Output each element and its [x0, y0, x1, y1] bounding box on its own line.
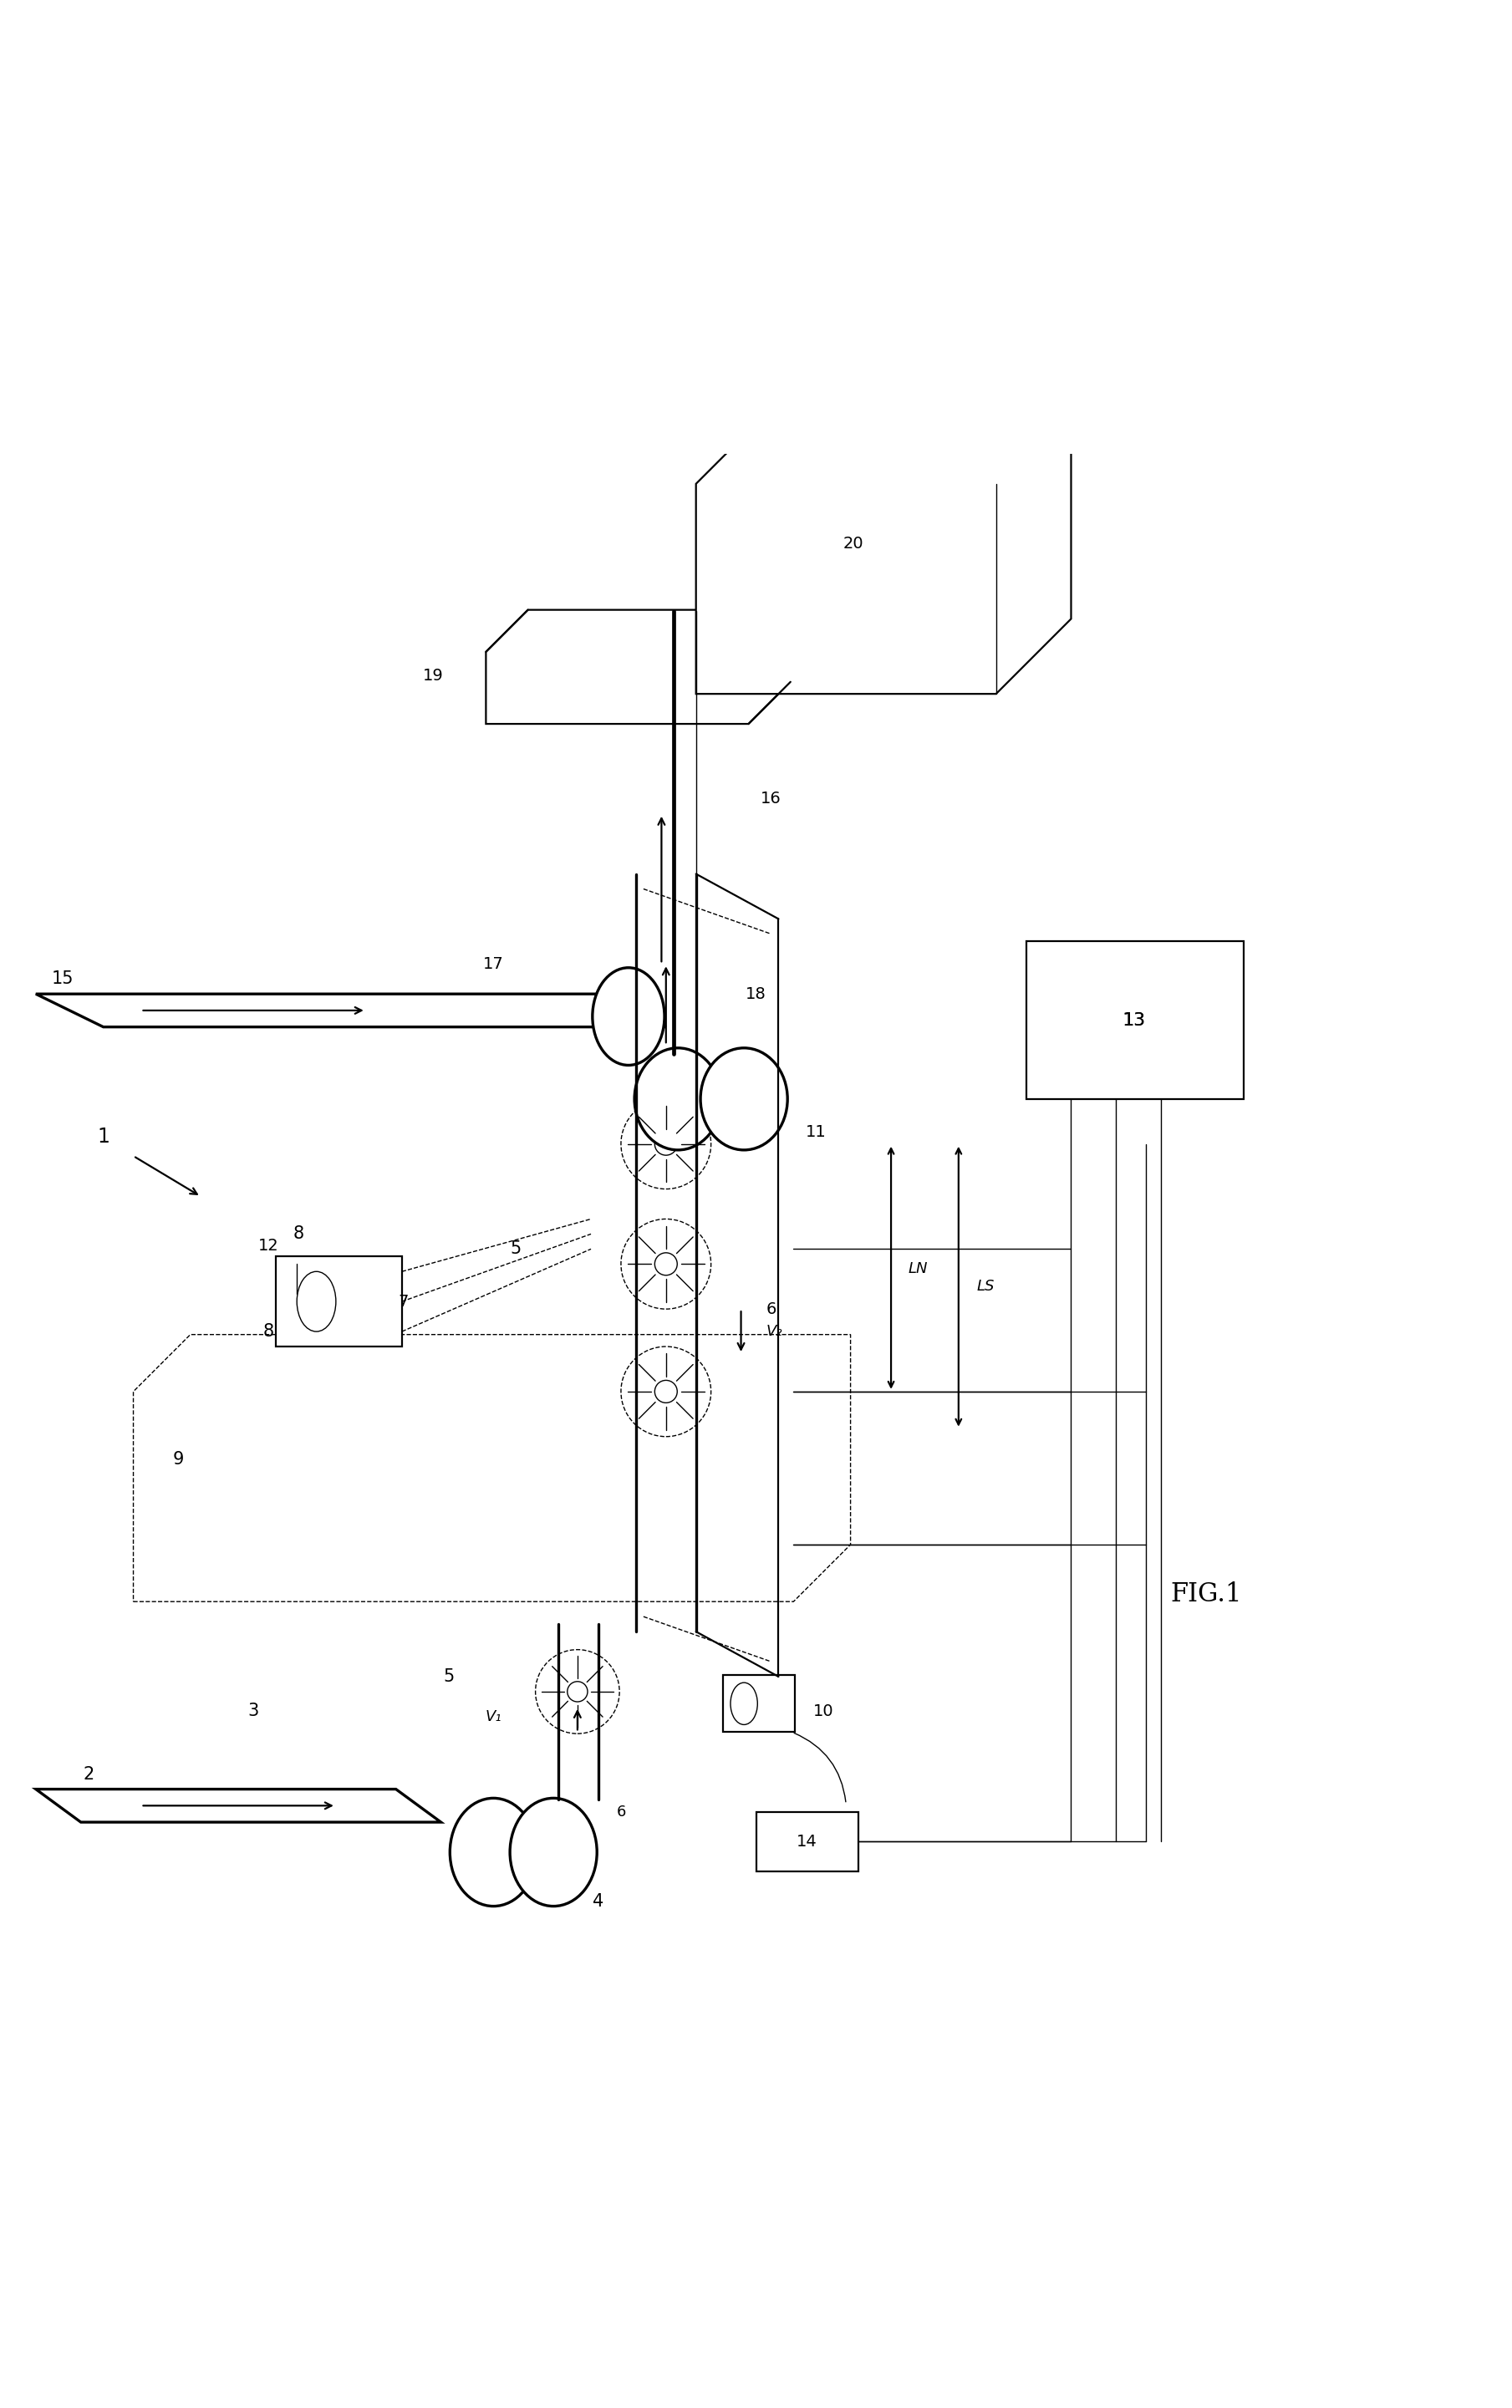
- Ellipse shape: [655, 1252, 677, 1276]
- Bar: [723, 1676, 795, 1731]
- Text: 13: 13: [1122, 1014, 1146, 1028]
- Text: 14: 14: [797, 1835, 818, 1849]
- Text: 6: 6: [767, 1300, 776, 1317]
- Text: 5: 5: [511, 1240, 522, 1257]
- Text: LS: LS: [977, 1279, 995, 1293]
- Text: 6: 6: [617, 1804, 626, 1818]
- Text: 1: 1: [97, 1127, 109, 1146]
- Text: 5: 5: [443, 1669, 454, 1686]
- Ellipse shape: [296, 1271, 336, 1332]
- Polygon shape: [36, 995, 665, 1026]
- Ellipse shape: [451, 1799, 537, 1907]
- Text: 8: 8: [293, 1226, 304, 1243]
- Text: 15: 15: [51, 970, 74, 987]
- Ellipse shape: [655, 1132, 677, 1156]
- Ellipse shape: [510, 1799, 597, 1907]
- Text: 11: 11: [806, 1125, 827, 1139]
- Ellipse shape: [535, 1649, 620, 1734]
- Text: 4: 4: [593, 1893, 603, 1910]
- Text: 20: 20: [844, 537, 863, 551]
- Ellipse shape: [700, 1047, 788, 1151]
- Ellipse shape: [635, 1047, 721, 1151]
- Polygon shape: [133, 1334, 851, 1601]
- Text: V₂: V₂: [765, 1324, 782, 1339]
- Text: 8: 8: [263, 1322, 274, 1339]
- Text: 19: 19: [423, 667, 443, 684]
- Text: 12: 12: [259, 1238, 278, 1255]
- Ellipse shape: [621, 1346, 711, 1438]
- Text: 13: 13: [1123, 1014, 1145, 1028]
- Text: 17: 17: [484, 956, 503, 973]
- Ellipse shape: [621, 1218, 711, 1310]
- Text: FIG.1: FIG.1: [1170, 1582, 1241, 1606]
- Text: 10: 10: [813, 1702, 833, 1719]
- Text: 7: 7: [398, 1293, 408, 1310]
- Bar: [756, 1811, 857, 1871]
- Ellipse shape: [730, 1683, 758, 1724]
- Text: 3: 3: [248, 1702, 259, 1719]
- Polygon shape: [485, 609, 791, 725]
- Text: 9: 9: [172, 1450, 184, 1466]
- Text: 18: 18: [745, 985, 767, 1002]
- Ellipse shape: [567, 1681, 588, 1702]
- Ellipse shape: [655, 1380, 677, 1404]
- Ellipse shape: [593, 968, 664, 1064]
- Bar: [1027, 942, 1244, 1098]
- Polygon shape: [36, 1789, 442, 1823]
- Text: LN: LN: [909, 1262, 928, 1276]
- Text: 2: 2: [83, 1765, 94, 1782]
- Ellipse shape: [621, 1098, 711, 1190]
- Polygon shape: [696, 409, 1070, 694]
- Text: V₁: V₁: [485, 1710, 502, 1724]
- Bar: [275, 1257, 402, 1346]
- Text: 16: 16: [761, 790, 782, 807]
